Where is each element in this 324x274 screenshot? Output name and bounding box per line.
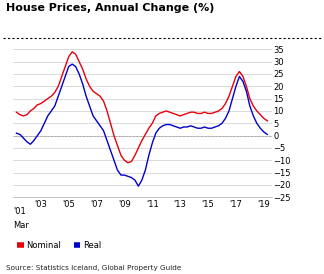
Text: Source: Statistics Iceland, Global Property Guide: Source: Statistics Iceland, Global Prope… (6, 265, 182, 271)
Text: '01: '01 (13, 207, 26, 216)
Legend: Nominal, Real: Nominal, Real (17, 241, 101, 250)
Text: Mar: Mar (13, 221, 29, 230)
Text: House Prices, Annual Change (%): House Prices, Annual Change (%) (6, 3, 215, 13)
